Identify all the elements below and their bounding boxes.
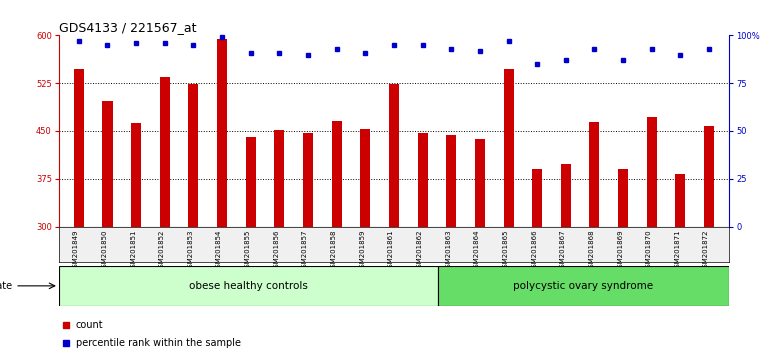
Bar xyxy=(675,174,685,227)
Bar xyxy=(245,137,256,227)
Text: GSM201857: GSM201857 xyxy=(302,229,308,272)
Bar xyxy=(418,133,427,227)
Text: count: count xyxy=(75,320,103,330)
Text: obese healthy controls: obese healthy controls xyxy=(189,281,307,291)
Bar xyxy=(361,129,370,227)
Text: GSM201866: GSM201866 xyxy=(532,229,537,272)
Text: GSM201851: GSM201851 xyxy=(130,229,136,272)
Bar xyxy=(503,69,514,227)
Bar xyxy=(437,266,729,306)
Bar xyxy=(446,135,456,227)
Text: GSM201872: GSM201872 xyxy=(703,229,709,272)
Bar xyxy=(389,84,399,227)
Text: GSM201870: GSM201870 xyxy=(646,229,652,272)
Text: GSM201869: GSM201869 xyxy=(617,229,623,272)
Bar xyxy=(188,84,198,227)
Bar xyxy=(59,266,437,306)
Text: GSM201865: GSM201865 xyxy=(503,229,509,272)
Text: GSM201849: GSM201849 xyxy=(73,229,79,272)
Text: GDS4133 / 221567_at: GDS4133 / 221567_at xyxy=(59,21,196,34)
Text: GSM201863: GSM201863 xyxy=(445,229,452,272)
Bar xyxy=(561,164,571,227)
Bar xyxy=(274,130,285,227)
Text: GSM201868: GSM201868 xyxy=(589,229,594,272)
Text: GSM201854: GSM201854 xyxy=(216,229,222,272)
Bar xyxy=(74,69,84,227)
Text: GSM201871: GSM201871 xyxy=(674,229,681,272)
Text: GSM201858: GSM201858 xyxy=(331,229,336,272)
Text: GSM201856: GSM201856 xyxy=(274,229,279,272)
Bar xyxy=(704,126,714,227)
Text: disease state: disease state xyxy=(0,281,13,291)
Text: GSM201861: GSM201861 xyxy=(388,229,394,272)
Text: GSM201850: GSM201850 xyxy=(101,229,107,272)
Text: GSM201862: GSM201862 xyxy=(416,229,423,272)
Bar xyxy=(475,139,485,227)
Bar xyxy=(332,121,342,227)
Bar xyxy=(103,101,113,227)
Bar xyxy=(618,169,628,227)
Text: GSM201853: GSM201853 xyxy=(187,229,194,272)
Bar xyxy=(590,122,600,227)
Bar xyxy=(160,77,170,227)
Bar xyxy=(532,169,543,227)
Text: percentile rank within the sample: percentile rank within the sample xyxy=(75,338,241,348)
Bar xyxy=(647,117,657,227)
Text: GSM201867: GSM201867 xyxy=(560,229,566,272)
Text: GSM201855: GSM201855 xyxy=(245,229,251,272)
Bar xyxy=(131,123,141,227)
Text: polycystic ovary syndrome: polycystic ovary syndrome xyxy=(514,281,653,291)
Bar xyxy=(217,39,227,227)
Bar xyxy=(303,133,313,227)
Text: GSM201859: GSM201859 xyxy=(359,229,365,272)
Text: GSM201864: GSM201864 xyxy=(474,229,480,272)
Text: GSM201852: GSM201852 xyxy=(159,229,165,272)
